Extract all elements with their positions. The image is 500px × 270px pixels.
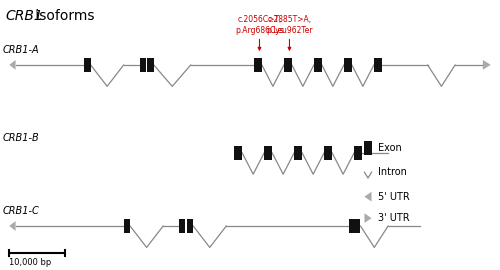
- Text: 10,000 bp: 10,000 bp: [10, 258, 51, 267]
- Text: Intron: Intron: [378, 167, 406, 177]
- Bar: [254, 58, 262, 72]
- Bar: [124, 219, 130, 233]
- Text: c.2056C>T,
p.Arg686Cys: c.2056C>T, p.Arg686Cys: [235, 15, 284, 35]
- Bar: [179, 219, 186, 233]
- Polygon shape: [483, 60, 490, 70]
- Bar: [84, 58, 90, 72]
- Polygon shape: [364, 213, 372, 223]
- Bar: [348, 219, 360, 233]
- Text: Exon: Exon: [378, 143, 402, 153]
- Bar: [264, 146, 272, 160]
- Bar: [187, 219, 193, 233]
- Bar: [148, 58, 154, 72]
- Text: 5' UTR: 5' UTR: [378, 192, 410, 202]
- Text: c.2885T>A,
p.Leu962Ter: c.2885T>A, p.Leu962Ter: [266, 15, 313, 35]
- Text: CRB1-C: CRB1-C: [3, 206, 40, 216]
- Text: isoforms: isoforms: [30, 9, 94, 23]
- Bar: [294, 146, 302, 160]
- Bar: [344, 58, 352, 72]
- Polygon shape: [364, 192, 372, 201]
- Bar: [314, 58, 322, 72]
- Bar: [354, 146, 362, 160]
- Text: CRB1-B: CRB1-B: [3, 133, 40, 143]
- Bar: [140, 58, 146, 72]
- Polygon shape: [10, 221, 16, 231]
- Bar: [284, 58, 292, 72]
- Bar: [324, 146, 332, 160]
- Bar: [374, 58, 382, 72]
- Polygon shape: [10, 60, 16, 70]
- Bar: [234, 146, 242, 160]
- Text: 3' UTR: 3' UTR: [378, 213, 410, 223]
- Text: CRB1-A: CRB1-A: [3, 45, 40, 55]
- Text: CRB1: CRB1: [6, 9, 43, 23]
- Bar: [364, 141, 372, 155]
